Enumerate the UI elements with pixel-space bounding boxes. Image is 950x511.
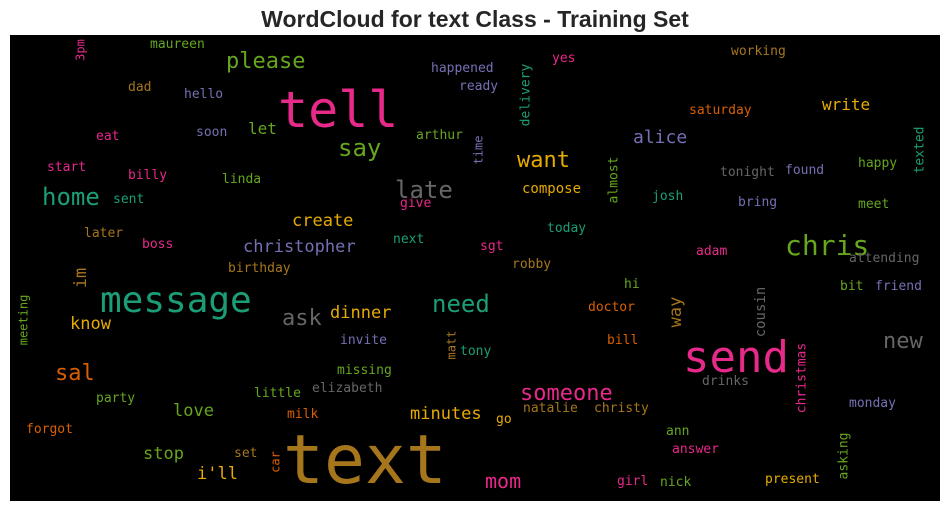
word: car bbox=[269, 451, 283, 473]
word: dinner bbox=[330, 303, 391, 323]
word: attending bbox=[849, 251, 919, 266]
word: found bbox=[785, 163, 824, 178]
word: almost bbox=[607, 157, 622, 204]
word: natalie bbox=[523, 401, 578, 416]
word: tell bbox=[278, 81, 398, 139]
word: sent bbox=[113, 192, 144, 207]
word: answer bbox=[672, 442, 719, 457]
word: bill bbox=[607, 333, 638, 348]
word: ann bbox=[666, 424, 689, 439]
word: let bbox=[248, 119, 277, 138]
word: i'll bbox=[197, 464, 238, 484]
word: adam bbox=[696, 244, 727, 259]
word: delivery bbox=[519, 64, 534, 127]
word: cousin bbox=[753, 287, 769, 338]
word: minutes bbox=[410, 404, 482, 424]
word: 3pm bbox=[74, 39, 88, 61]
word: dad bbox=[128, 80, 151, 95]
word: matt bbox=[445, 331, 459, 360]
word: christopher bbox=[243, 237, 356, 257]
word: bit bbox=[840, 279, 863, 294]
cloud-background bbox=[10, 35, 940, 501]
word: please bbox=[226, 49, 305, 74]
word: saturday bbox=[689, 103, 752, 118]
word: maureen bbox=[150, 37, 205, 52]
word: missing bbox=[337, 363, 392, 378]
word: bring bbox=[738, 195, 777, 210]
word: nick bbox=[660, 475, 691, 490]
word: someone bbox=[520, 381, 613, 406]
word: sgt bbox=[480, 239, 503, 254]
word: know bbox=[70, 314, 112, 334]
word: tonight bbox=[720, 165, 775, 180]
word: give bbox=[400, 196, 431, 211]
chart-title: WordCloud for text Class - Training Set bbox=[261, 6, 689, 32]
word: milk bbox=[287, 407, 318, 422]
word: boss bbox=[142, 237, 173, 252]
word: late bbox=[395, 176, 453, 204]
word: soon bbox=[196, 125, 227, 140]
word: stop bbox=[143, 444, 184, 464]
word: sal bbox=[55, 361, 95, 386]
word: say bbox=[338, 134, 381, 162]
word: want bbox=[517, 148, 570, 173]
word: send bbox=[683, 332, 789, 383]
word: way bbox=[666, 297, 686, 328]
word: new bbox=[883, 329, 923, 354]
word: doctor bbox=[588, 300, 635, 315]
word: party bbox=[96, 391, 135, 406]
word: eat bbox=[96, 129, 119, 144]
word: today bbox=[547, 221, 586, 236]
word: asking bbox=[837, 433, 852, 480]
word: mom bbox=[485, 469, 521, 493]
word: linda bbox=[222, 172, 261, 187]
word: meet bbox=[858, 197, 889, 212]
word: girl bbox=[617, 474, 648, 489]
word: time bbox=[472, 136, 486, 165]
word: love bbox=[173, 401, 214, 421]
word: set bbox=[234, 446, 257, 461]
word: billy bbox=[128, 168, 167, 183]
word: monday bbox=[849, 396, 896, 411]
word: tony bbox=[460, 344, 491, 359]
word: home bbox=[42, 183, 100, 211]
word: ask bbox=[282, 306, 322, 331]
word: present bbox=[765, 472, 820, 487]
word: compose bbox=[522, 181, 581, 197]
word: christmas bbox=[795, 343, 810, 413]
word: christy bbox=[594, 401, 649, 416]
word: ready bbox=[459, 79, 498, 94]
word: meeting bbox=[17, 295, 31, 346]
word: invite bbox=[340, 333, 387, 348]
word: working bbox=[731, 44, 786, 59]
word: create bbox=[292, 211, 353, 231]
word: happened bbox=[431, 61, 494, 76]
word: im bbox=[71, 268, 91, 288]
word: go bbox=[496, 412, 512, 427]
word: friend bbox=[875, 279, 922, 294]
word: hello bbox=[184, 87, 223, 102]
word: need bbox=[432, 290, 490, 318]
word: robby bbox=[512, 257, 551, 272]
word: drinks bbox=[702, 374, 749, 389]
word: alice bbox=[633, 127, 687, 148]
word: birthday bbox=[228, 261, 291, 276]
word: text bbox=[283, 421, 447, 500]
word: forgot bbox=[26, 422, 73, 437]
word: happy bbox=[858, 156, 897, 171]
word: little bbox=[254, 386, 301, 401]
word: texted bbox=[913, 127, 928, 174]
word: josh bbox=[652, 189, 683, 204]
word: chris bbox=[785, 229, 869, 262]
word: write bbox=[822, 95, 870, 114]
word: later bbox=[84, 226, 123, 241]
word: start bbox=[47, 160, 86, 175]
word: hi bbox=[624, 277, 640, 292]
word: message bbox=[100, 280, 252, 321]
word: arthur bbox=[416, 128, 463, 143]
word: yes bbox=[552, 51, 575, 66]
word: elizabeth bbox=[312, 381, 382, 396]
word: next bbox=[393, 232, 424, 247]
